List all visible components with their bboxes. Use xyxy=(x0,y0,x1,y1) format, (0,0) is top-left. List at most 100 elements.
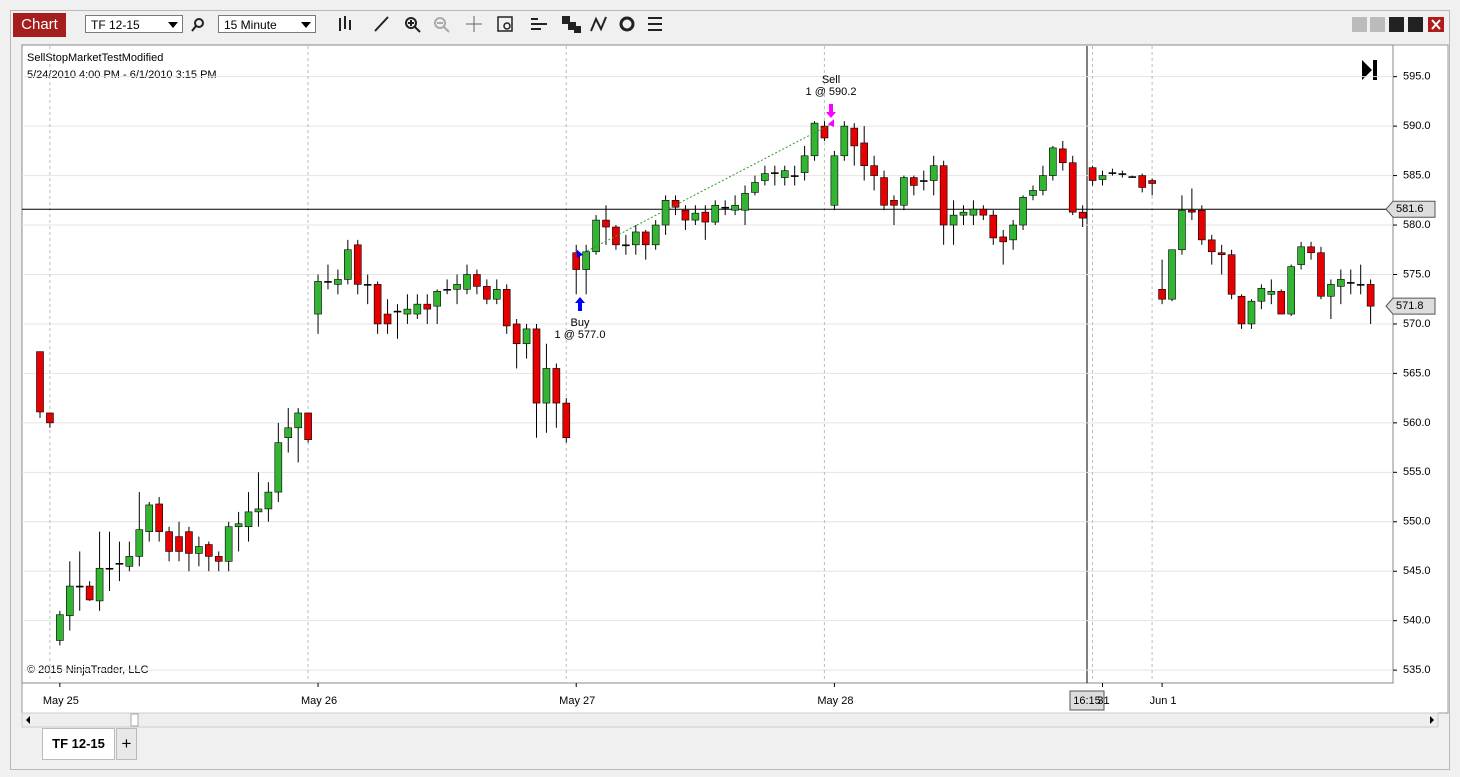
candle-body xyxy=(1237,295,1246,325)
candle-body xyxy=(900,177,908,206)
y-tick-label: 585.0 xyxy=(1403,169,1431,181)
candle-body xyxy=(314,281,322,315)
trade-text: 1 @ 577.0 xyxy=(555,329,606,341)
go-to-end[interactable] xyxy=(1362,60,1377,80)
candle-body xyxy=(790,175,799,177)
zoom-in-icon[interactable] xyxy=(405,17,421,33)
candle-body xyxy=(115,563,124,565)
candle-body xyxy=(691,212,700,221)
price-marker xyxy=(1385,200,1436,218)
candle-body xyxy=(552,368,561,404)
indicator-icon[interactable] xyxy=(590,16,607,32)
candle-body xyxy=(532,328,541,404)
candle-body xyxy=(969,208,978,216)
chart-button[interactable]: Chart xyxy=(13,13,66,37)
candle-body xyxy=(1039,175,1047,191)
candle-body xyxy=(135,529,144,557)
candle-body xyxy=(393,310,402,313)
scroll-right[interactable] xyxy=(1430,716,1434,724)
candle-body xyxy=(771,172,779,174)
zoom-out-icon[interactable] xyxy=(434,17,450,33)
candle-body xyxy=(949,214,958,226)
candle-body xyxy=(1088,167,1097,181)
candle-body xyxy=(195,546,203,554)
properties-icon[interactable] xyxy=(531,18,547,30)
candle-body xyxy=(1247,300,1256,325)
candle-body xyxy=(125,556,134,567)
data-box-icon[interactable] xyxy=(497,16,513,32)
x-tick-label: May 28 xyxy=(817,695,853,707)
crosshair-icon[interactable] xyxy=(466,16,482,32)
candle-body xyxy=(85,585,94,601)
candle-body xyxy=(820,125,829,139)
y-tick-label: 575.0 xyxy=(1403,268,1431,280)
refresh-icon[interactable] xyxy=(619,16,635,32)
trade-entry xyxy=(577,249,583,258)
candle-body xyxy=(145,504,154,532)
y-tick-label: 555.0 xyxy=(1403,466,1431,478)
candle-body xyxy=(185,531,193,554)
scroll-thumb[interactable] xyxy=(130,713,139,727)
interval-select[interactable]: 15 Minute xyxy=(218,15,316,33)
candle-body xyxy=(75,585,84,588)
price-marker xyxy=(1385,297,1436,315)
candle-body xyxy=(1128,176,1137,178)
y-tick-label: 560.0 xyxy=(1403,417,1431,429)
instrument-select[interactable]: TF 12-15 xyxy=(85,15,183,33)
candle-body xyxy=(622,244,630,247)
candle-body xyxy=(205,544,213,557)
bars-icon[interactable] xyxy=(339,16,351,31)
candle-body xyxy=(780,170,789,178)
candle-body xyxy=(1207,239,1216,253)
candle-body xyxy=(1178,209,1186,251)
window-buttons[interactable] xyxy=(1352,17,1444,32)
candle-body xyxy=(731,204,739,211)
crosshair-box xyxy=(1069,690,1105,711)
search-icon[interactable] xyxy=(191,18,204,32)
candle-body xyxy=(979,208,988,216)
candle-body xyxy=(800,155,809,173)
candle-body xyxy=(741,193,749,211)
plot-area xyxy=(21,44,1394,684)
candle-body xyxy=(850,127,859,147)
candle-body xyxy=(1029,190,1037,196)
pencil-icon[interactable] xyxy=(374,16,389,32)
candle-body xyxy=(294,412,302,429)
candle-body xyxy=(939,165,948,226)
candle-body xyxy=(1287,266,1295,315)
candle-body xyxy=(1158,289,1166,300)
y-tick-label: 570.0 xyxy=(1403,318,1431,330)
candle-body xyxy=(1009,224,1017,241)
price-marker-label: 581.6 xyxy=(1396,203,1424,215)
strategy-icon[interactable] xyxy=(562,16,581,33)
trade-name: Sell xyxy=(822,74,840,86)
candle-body xyxy=(224,526,233,562)
candle-body xyxy=(175,536,183,552)
candle-body xyxy=(383,313,392,325)
price-marker-label: 571.8 xyxy=(1396,300,1424,312)
candle-body xyxy=(1327,284,1335,297)
candle-body xyxy=(1108,172,1117,174)
candle-body xyxy=(1068,162,1077,213)
candle-body xyxy=(165,531,173,552)
candle-body xyxy=(751,182,759,193)
tab[interactable]: TF 12-15 xyxy=(42,728,115,760)
x-tick-label: May 27 xyxy=(559,695,595,707)
candle-body xyxy=(363,284,372,286)
add-tab[interactable]: + xyxy=(116,728,137,760)
candle-body xyxy=(1168,249,1176,300)
trade-entry xyxy=(828,119,834,128)
x-tick-label: May 26 xyxy=(301,695,337,707)
list-icon[interactable] xyxy=(648,17,662,31)
y-tick-label: 545.0 xyxy=(1403,565,1431,577)
candle-body xyxy=(65,585,74,617)
candle-body xyxy=(919,180,928,182)
date-range: 5/24/2010 4:00 PM - 6/1/2010 3:15 PM xyxy=(27,69,217,81)
candle-body xyxy=(929,165,938,181)
candle-body xyxy=(701,211,710,223)
candle-body xyxy=(761,173,769,181)
candle-body xyxy=(214,556,223,562)
scroll-left[interactable] xyxy=(26,716,30,724)
scrollbar[interactable] xyxy=(21,712,1439,728)
candle-body xyxy=(999,236,1008,243)
